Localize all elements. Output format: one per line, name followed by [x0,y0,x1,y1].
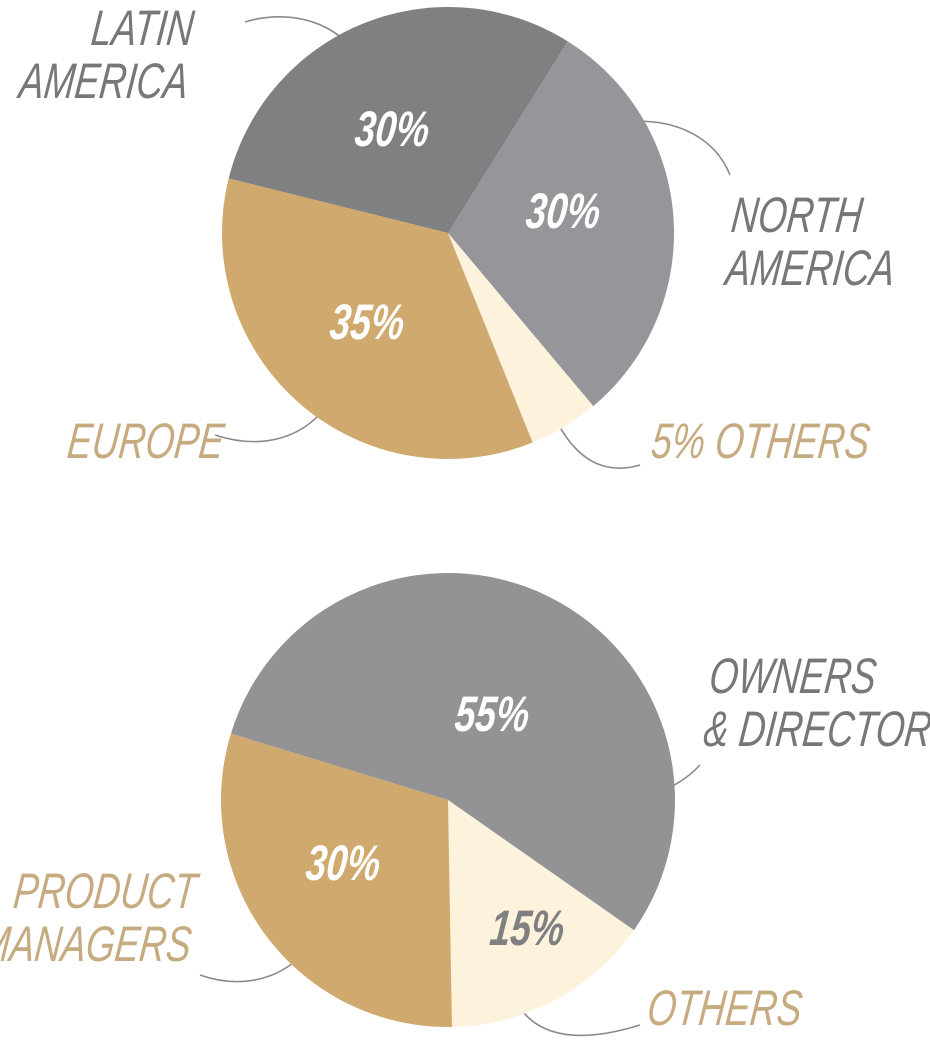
pie-chart: OWNERS& DIRECTORS 55% OTHERS 15% PRODUCTMANA… [0,572,930,1037]
category-label: LATINAMERICA [14,1,197,110]
value-label: 5% [649,414,708,470]
pie-slice [448,800,634,1027]
value-label: 55% [452,687,532,743]
category-label: 5% OTHERS [649,414,873,470]
value-label: 30% [523,184,603,240]
pie-slice [222,178,533,459]
category-label: NORTHAMERICA [721,188,903,297]
value-label: 30% [352,102,432,158]
pie-chart: NORTHAMERICA 30% 5% OTHERS EUROPE 35% LATINAM… [14,1,903,470]
pie-slice [228,6,568,234]
value-label: 30% [303,836,383,892]
pie-slice [230,572,675,931]
value-label: 15% [487,901,567,957]
category-name: OTHERS [702,414,872,470]
category-label: OTHERS [645,981,805,1037]
category-label: PRODUCTMANAGERS [0,864,202,973]
value-label: 35% [327,295,407,351]
pie-slice [448,233,594,443]
pie-slice [220,733,452,1027]
pie-slice [448,41,674,407]
category-label: OWNERS& DIRECTORS [701,649,930,758]
category-label: EUROPE [65,414,228,470]
